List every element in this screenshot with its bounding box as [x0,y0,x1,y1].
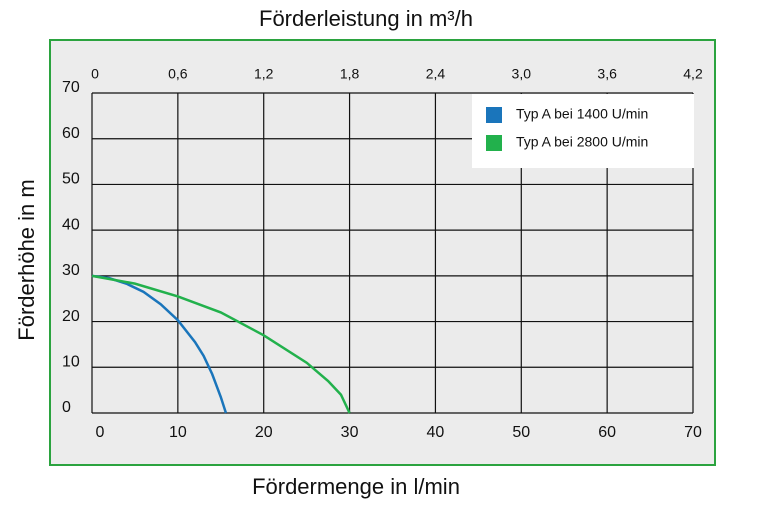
x2-axis-title: Förderleistung in m³/h [259,6,473,31]
line-series [91,274,351,414]
x-tick-label: 10 [169,424,187,441]
x-tick-label: 60 [598,424,616,441]
y-tick-label: 20 [62,308,80,325]
y-tick-label: 10 [62,354,80,371]
legend: Typ A bei 1400 U/min Typ A bei 2800 U/min [472,94,694,168]
x2-tick-label: 2,4 [426,66,446,82]
legend-swatch [486,135,502,151]
legend-label: Typ A bei 2800 U/min [516,134,648,150]
x-tick-label: 0 [96,424,105,441]
y-tick-label: 40 [62,216,80,233]
x2-tick-label: 0 [91,66,99,82]
x-tick-label: 70 [684,424,702,441]
y-axis-title: Förderhöhe in m [14,179,39,340]
legend-box [472,94,694,168]
x-tick-label: 50 [512,424,530,441]
x2-tick-label: 3,0 [512,66,532,82]
x2-tick-label: 1,8 [340,66,360,82]
x-tick-label: 40 [427,424,445,441]
y-tick-label: 0 [62,399,71,416]
y-tick-label: 60 [62,125,80,142]
legend-label: Typ A bei 1400 U/min [516,106,648,122]
y-tick-label: 30 [62,262,80,279]
x2-tick-label: 1,2 [254,66,274,82]
legend-swatch [486,107,502,123]
x-tick-label: 30 [341,424,359,441]
x-tick-label: 20 [255,424,273,441]
y-tick-label: 50 [62,171,80,188]
x2-tick-label: 0,6 [168,66,188,82]
x2-tick-label: 3,6 [597,66,617,82]
x2-tick-label: 4,2 [683,66,703,82]
x-axis-title: Fördermenge in l/min [252,474,460,499]
y-tick-label: 70 [62,79,80,96]
